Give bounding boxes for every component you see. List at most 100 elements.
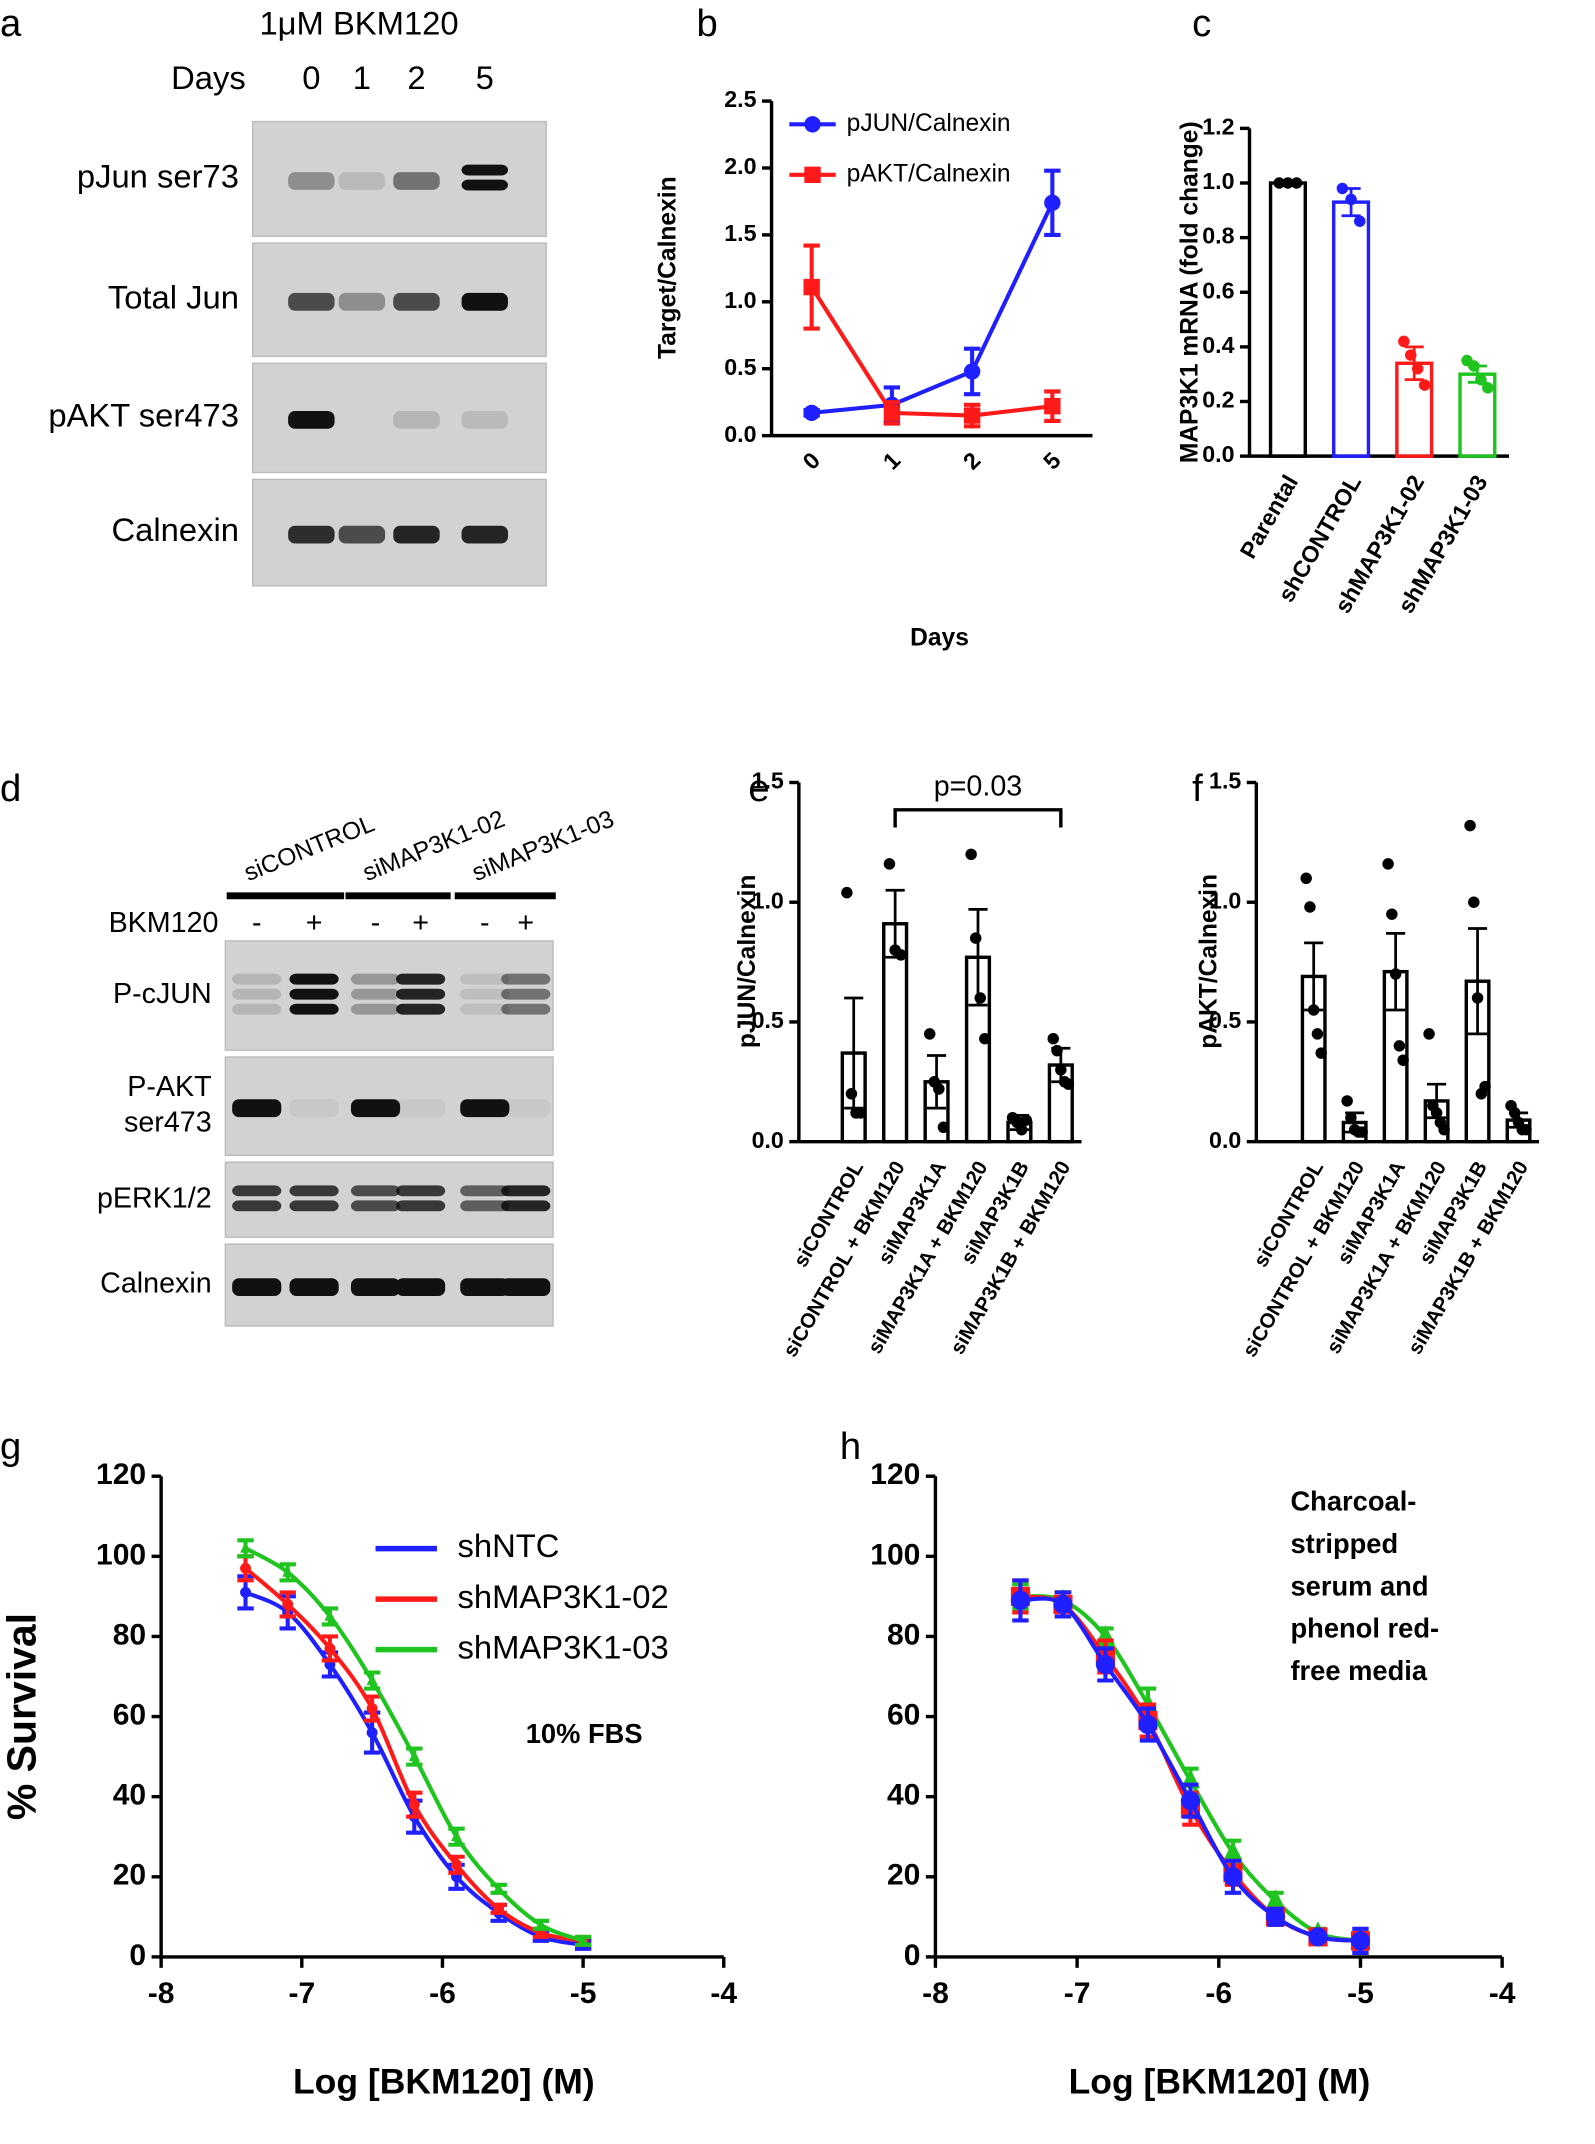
y-tick-label: 1.0	[1209, 887, 1241, 913]
blot-band	[288, 172, 335, 190]
marker	[804, 166, 821, 184]
x-tick-label: -6	[1205, 1977, 1232, 2010]
panel-label: e	[748, 767, 769, 810]
blot-band	[350, 1003, 401, 1015]
data-point	[1482, 382, 1494, 394]
blot-band	[460, 1185, 510, 1197]
annotation: serum and	[1290, 1570, 1428, 1601]
blot-band	[289, 988, 339, 1000]
data-point	[854, 1107, 867, 1119]
data-point	[1315, 1047, 1327, 1059]
blot-band	[350, 988, 401, 1000]
row-label: pERK1/2	[97, 1182, 212, 1214]
blot-band	[288, 292, 335, 311]
blot-band	[393, 411, 440, 429]
annotation: phenol red-	[1290, 1613, 1439, 1644]
lane-label: 5	[476, 59, 494, 96]
x-tick-label: -5	[570, 1977, 597, 2010]
error-bar	[1508, 1111, 1529, 1129]
error-bar	[1386, 931, 1406, 1012]
blot-band	[338, 172, 386, 190]
blot-band	[501, 1278, 551, 1296]
blot-band	[501, 1003, 551, 1015]
annotation: stripped	[1290, 1528, 1398, 1559]
blot-band	[338, 292, 386, 311]
legend-label: pJUN/Calnexin	[847, 110, 1011, 137]
y-tick-label: 1.5	[1209, 768, 1241, 794]
error-bar	[1341, 187, 1361, 218]
error-bar	[1404, 345, 1424, 382]
y-tick-label: 80	[887, 1618, 920, 1651]
blot-band	[350, 1185, 401, 1197]
y-axis-label: pJUN/Calnexin	[734, 875, 761, 1048]
y-tick-label: 0.0	[752, 1127, 784, 1153]
significance-bracket	[893, 808, 1063, 828]
y-tick-label: 0.2	[1202, 387, 1234, 413]
marker	[963, 363, 981, 380]
y-tick-label: 40	[113, 1779, 146, 1812]
blot-band	[461, 164, 508, 176]
y-tick-label: 20	[887, 1859, 920, 1892]
blot-band	[288, 525, 335, 544]
x-axis-label: Days	[910, 625, 969, 652]
y-tick-label: 0.0	[724, 421, 756, 447]
y-tick-label: 2.0	[724, 153, 756, 179]
panel-label: a	[0, 2, 22, 45]
marker	[324, 1609, 336, 1621]
marker	[1095, 1654, 1115, 1675]
error-bar	[1427, 1082, 1447, 1120]
marker	[240, 1586, 251, 1598]
error-bar	[927, 1054, 947, 1110]
blot-band	[232, 973, 282, 985]
y-tick-label: 100	[96, 1538, 146, 1571]
blot-band	[501, 973, 551, 985]
row-label: Calnexin	[111, 511, 238, 548]
treatment-sign: -	[252, 907, 262, 939]
marker	[1308, 1927, 1328, 1947]
error-bar	[1468, 927, 1488, 1036]
marker	[451, 1830, 462, 1842]
marker	[240, 1562, 251, 1574]
error-bar	[1467, 364, 1487, 384]
blot-band	[460, 988, 510, 1000]
x-axis-label: Log [BKM120] (M)	[1069, 2061, 1371, 2101]
error-bar	[1345, 1111, 1365, 1134]
y-tick-label: 1.5	[752, 768, 784, 794]
y-tick-label: 0.8	[1202, 223, 1234, 249]
y-tick-label: 0.4	[1202, 332, 1234, 358]
blot-band	[289, 1200, 339, 1212]
treatment-sign: +	[306, 907, 323, 939]
blot-band	[396, 1185, 446, 1197]
y-tick-label: 1.0	[1202, 168, 1234, 194]
blot-band	[289, 1003, 339, 1015]
blot-band	[460, 973, 510, 985]
data-point	[1386, 908, 1398, 920]
legend-label: shMAP3K1-02	[457, 1578, 668, 1615]
error-bar	[844, 996, 864, 1110]
panel-label: g	[0, 1425, 21, 1468]
blot-band	[232, 988, 282, 1000]
lane-label: 2	[407, 59, 425, 96]
blot-strip	[224, 1161, 554, 1238]
panel-label: f	[1192, 767, 1203, 810]
data-point	[1520, 1123, 1532, 1136]
row-label: P-cJUN	[113, 978, 212, 1010]
y-axis-label: Target/Calnexin	[655, 176, 682, 359]
error-bar	[968, 908, 988, 1007]
annotation: free media	[1290, 1655, 1427, 1686]
marker	[803, 404, 820, 422]
data-point	[969, 932, 982, 944]
data-point	[1062, 1078, 1075, 1090]
marker	[366, 1673, 378, 1685]
x-tick-label: -7	[288, 1977, 315, 2010]
blot-band	[396, 1003, 446, 1015]
marker	[408, 1750, 420, 1761]
data-point	[895, 949, 907, 961]
marker	[1044, 398, 1061, 415]
marker	[963, 407, 981, 424]
data-point	[1479, 1080, 1491, 1093]
marker	[1053, 1594, 1073, 1614]
blot-band	[288, 411, 335, 429]
data-point	[1397, 1054, 1409, 1066]
